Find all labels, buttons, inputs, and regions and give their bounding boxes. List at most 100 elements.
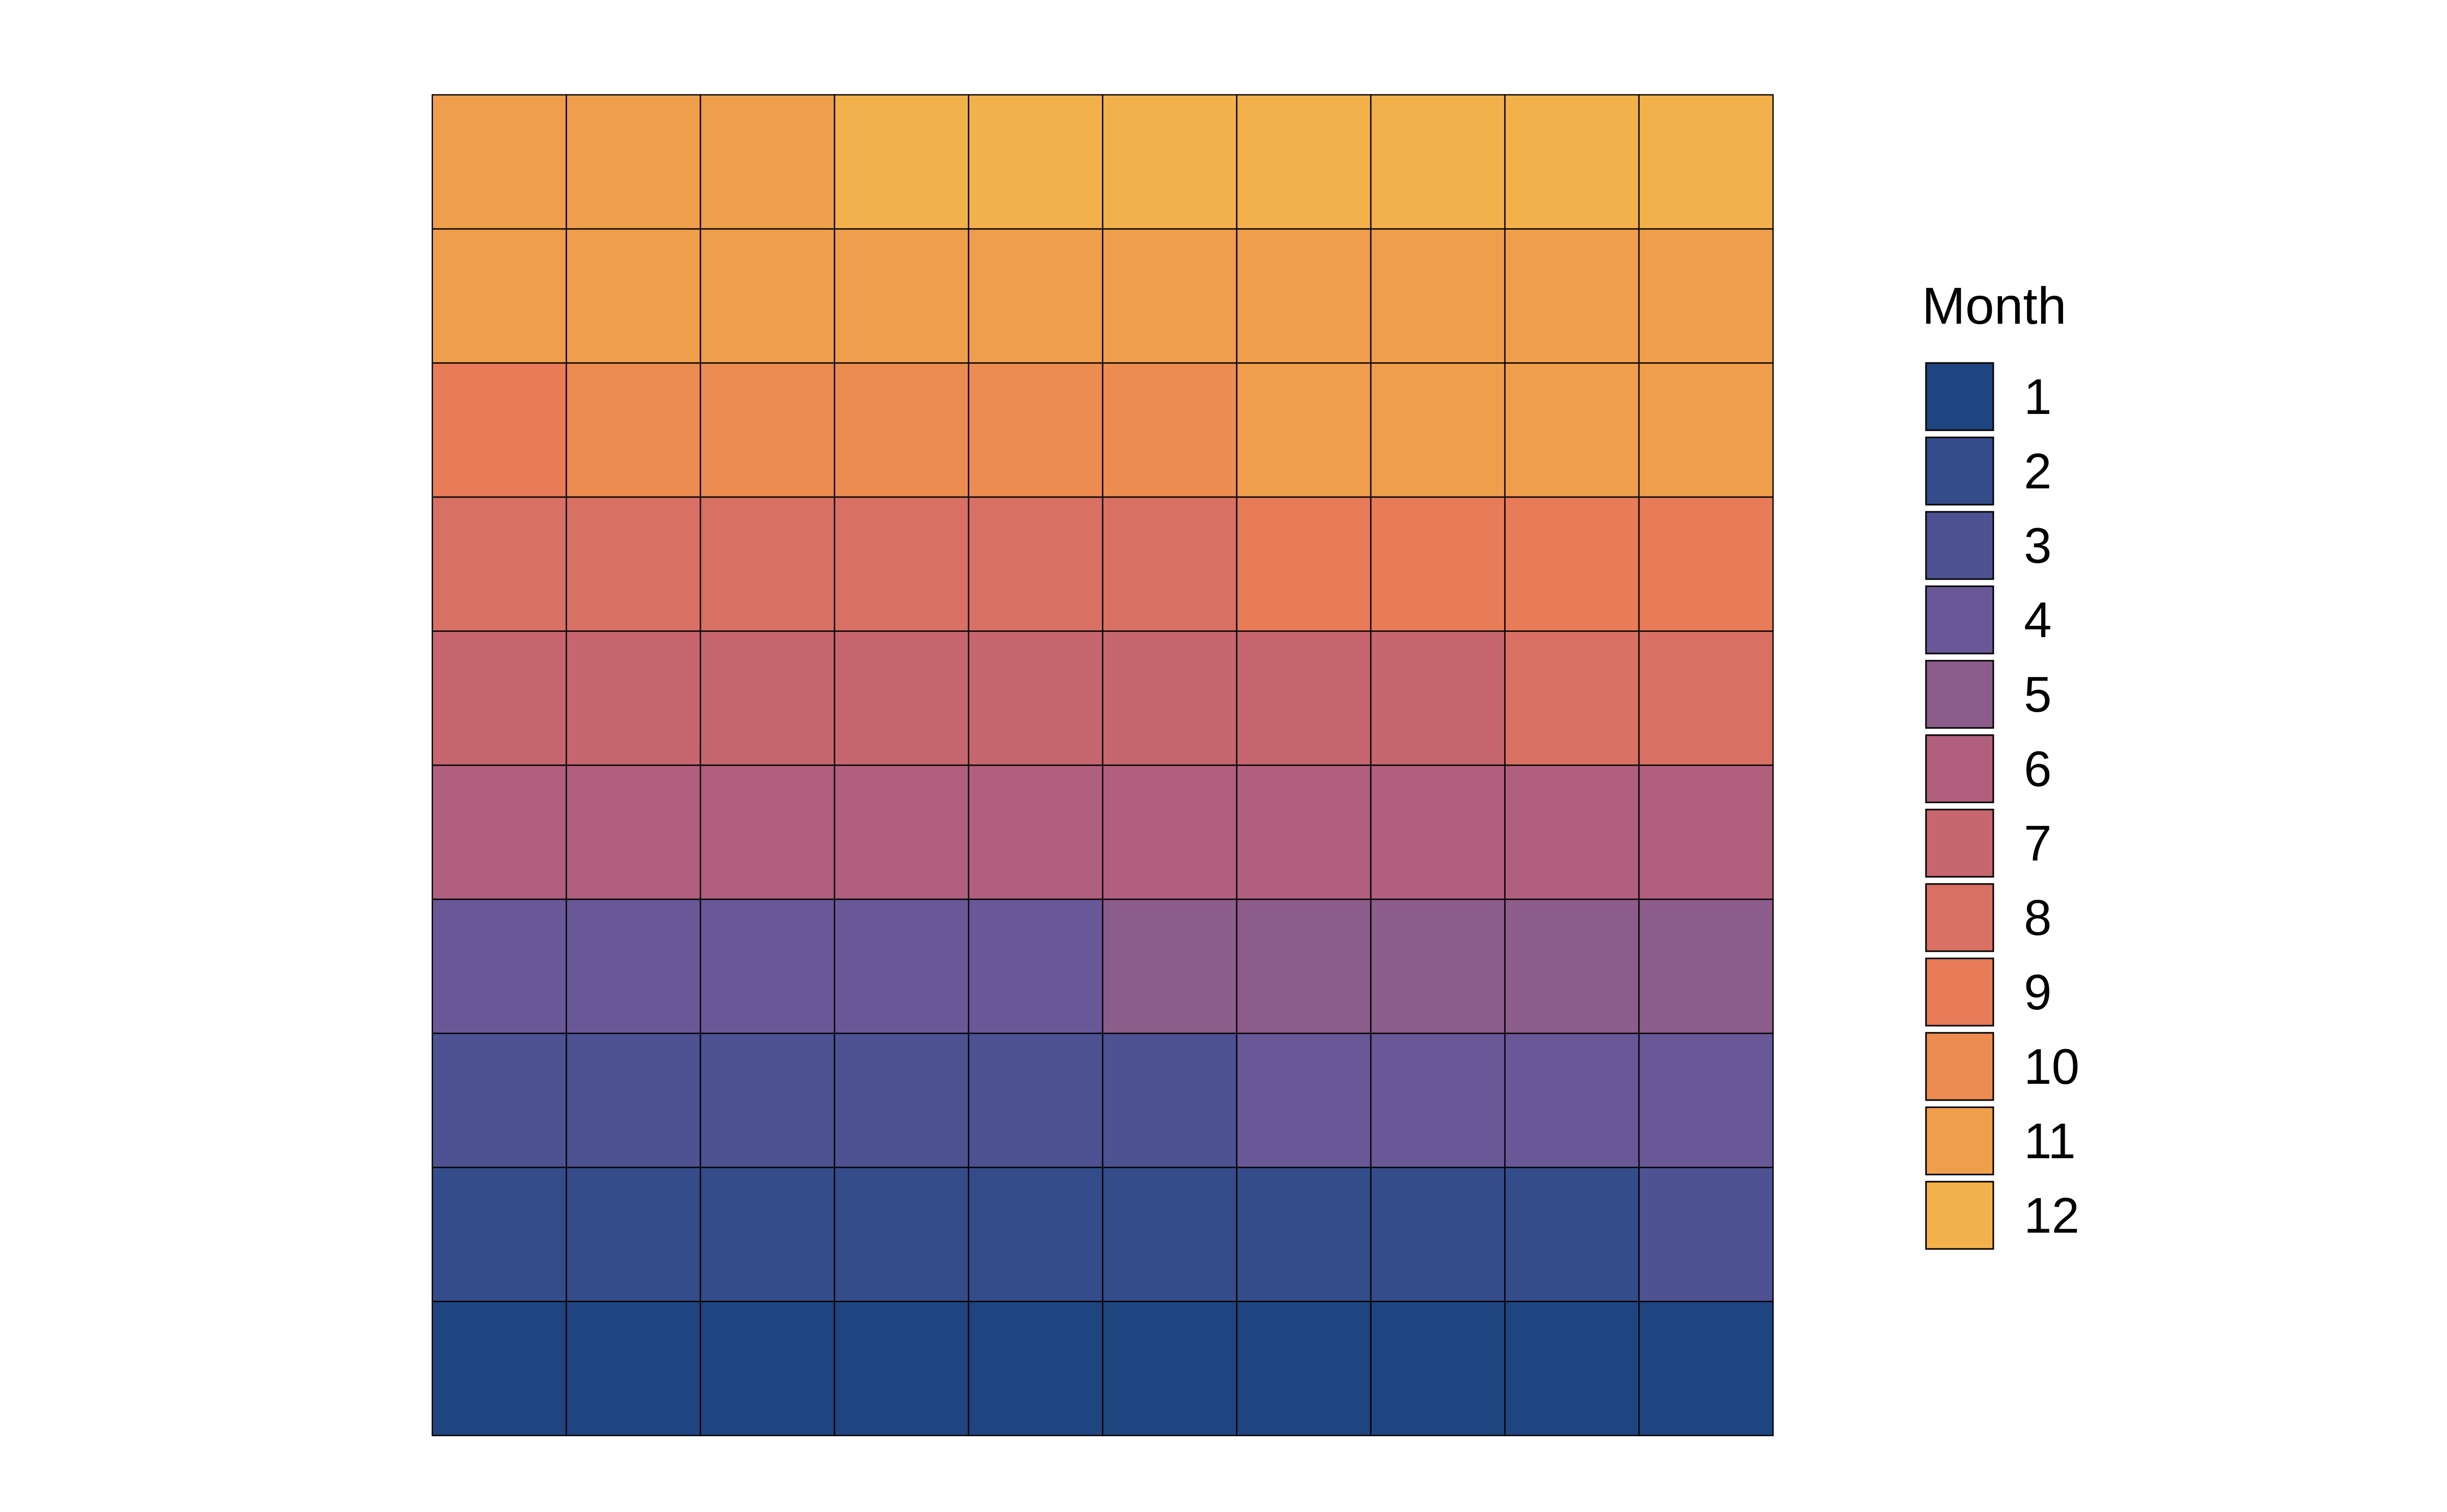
legend-swatch [1925, 660, 1994, 729]
legend-swatch [1925, 957, 1994, 1027]
waffle-cell-month-2 [565, 1166, 701, 1302]
waffle-cell-month-8 [565, 496, 701, 632]
waffle-cell-month-12 [1370, 94, 1506, 230]
waffle-cell-month-4 [699, 898, 836, 1034]
waffle-cell-month-12 [1504, 94, 1640, 230]
waffle-cell-month-7 [699, 630, 836, 766]
waffle-cell-month-11 [431, 94, 567, 230]
waffle-grid [431, 94, 1774, 1437]
legend-label: 2 [2024, 443, 2052, 499]
waffle-cell-month-11 [1504, 362, 1640, 498]
legend-swatch [1925, 1106, 1994, 1176]
legend-item-4: 4 [1925, 585, 2052, 655]
waffle-cell-month-6 [834, 764, 970, 900]
waffle-cell-month-2 [968, 1166, 1104, 1302]
waffle-cell-month-3 [431, 1032, 567, 1168]
waffle-cell-month-11 [1504, 228, 1640, 364]
waffle-cell-month-2 [699, 1166, 836, 1302]
waffle-cell-month-1 [968, 1300, 1104, 1437]
waffle-cell-month-5 [1370, 898, 1506, 1034]
waffle-cell-month-2 [1236, 1166, 1372, 1302]
legend-label: 6 [2024, 741, 2052, 797]
waffle-cell-month-11 [1236, 228, 1372, 364]
legend-item-2: 2 [1925, 436, 2052, 506]
legend-swatch [1925, 809, 1994, 878]
waffle-cell-month-4 [431, 898, 567, 1034]
waffle-cell-month-3 [1638, 1166, 1774, 1302]
waffle-cell-month-10 [1102, 362, 1238, 498]
waffle-cell-month-1 [565, 1300, 701, 1437]
waffle-cell-month-11 [1370, 362, 1506, 498]
legend-label: 8 [2024, 890, 2052, 946]
waffle-cell-month-2 [1370, 1166, 1506, 1302]
legend-item-9: 9 [1925, 957, 2052, 1027]
waffle-cell-month-3 [1102, 1032, 1238, 1168]
waffle-cell-month-5 [1236, 898, 1372, 1034]
legend-swatch [1925, 883, 1994, 952]
legend-item-5: 5 [1925, 660, 2052, 729]
waffle-cell-month-1 [1102, 1300, 1238, 1437]
waffle-cell-month-1 [1236, 1300, 1372, 1437]
waffle-cell-month-7 [1370, 630, 1506, 766]
waffle-cell-month-11 [1236, 362, 1372, 498]
waffle-cell-month-8 [431, 496, 567, 632]
waffle-cell-month-9 [1638, 496, 1774, 632]
waffle-cell-month-7 [968, 630, 1104, 766]
waffle-cell-month-6 [699, 764, 836, 900]
waffle-cell-month-8 [1102, 496, 1238, 632]
waffle-cell-month-10 [968, 362, 1104, 498]
waffle-cell-month-6 [1504, 764, 1640, 900]
legend-item-8: 8 [1925, 883, 2052, 952]
waffle-cell-month-8 [1638, 630, 1774, 766]
waffle-cell-month-12 [968, 94, 1104, 230]
waffle-cell-month-11 [834, 228, 970, 364]
waffle-cell-month-11 [1638, 362, 1774, 498]
waffle-cell-month-9 [1370, 496, 1506, 632]
waffle-cell-month-1 [1638, 1300, 1774, 1437]
waffle-cell-month-10 [834, 362, 970, 498]
waffle-cell-month-8 [1504, 630, 1640, 766]
waffle-cell-month-6 [1370, 764, 1506, 900]
waffle-cell-month-6 [565, 764, 701, 900]
waffle-cell-month-2 [1102, 1166, 1238, 1302]
waffle-cell-month-5 [1102, 898, 1238, 1034]
legend-swatch [1925, 511, 1994, 580]
waffle-cell-month-1 [834, 1300, 970, 1437]
waffle-cell-month-11 [431, 228, 567, 364]
waffle-cell-month-7 [431, 630, 567, 766]
legend-swatch [1925, 1032, 1994, 1101]
waffle-cell-month-9 [431, 362, 567, 498]
waffle-cell-month-11 [1102, 228, 1238, 364]
waffle-cell-month-9 [1504, 496, 1640, 632]
legend-label: 5 [2024, 666, 2052, 722]
waffle-cell-month-4 [565, 898, 701, 1034]
waffle-cell-month-3 [968, 1032, 1104, 1168]
legend-item-10: 10 [1925, 1032, 2079, 1101]
waffle-cell-month-8 [968, 496, 1104, 632]
waffle-cell-month-11 [699, 94, 836, 230]
waffle-cell-month-11 [1638, 228, 1774, 364]
legend-swatch [1925, 362, 1994, 431]
waffle-cell-month-6 [431, 764, 567, 900]
legend-item-3: 3 [1925, 511, 2052, 580]
waffle-cell-month-6 [1236, 764, 1372, 900]
waffle-cell-month-8 [699, 496, 836, 632]
waffle-cell-month-3 [834, 1032, 970, 1168]
legend-label: 11 [2024, 1113, 2076, 1169]
waffle-cell-month-3 [565, 1032, 701, 1168]
waffle-cell-month-7 [834, 630, 970, 766]
legend-swatch [1925, 1181, 1994, 1250]
waffle-cell-month-4 [834, 898, 970, 1034]
waffle-cell-month-4 [968, 898, 1104, 1034]
waffle-cell-month-7 [565, 630, 701, 766]
legend-label: 12 [2024, 1187, 2079, 1243]
waffle-cell-month-11 [565, 228, 701, 364]
legend-label: 1 [2024, 369, 2052, 425]
legend-item-7: 7 [1925, 809, 2052, 878]
waffle-cell-month-5 [1638, 898, 1774, 1034]
legend-label: 7 [2024, 815, 2052, 871]
legend-swatch [1925, 585, 1994, 655]
legend-title: Month [1922, 277, 2067, 335]
